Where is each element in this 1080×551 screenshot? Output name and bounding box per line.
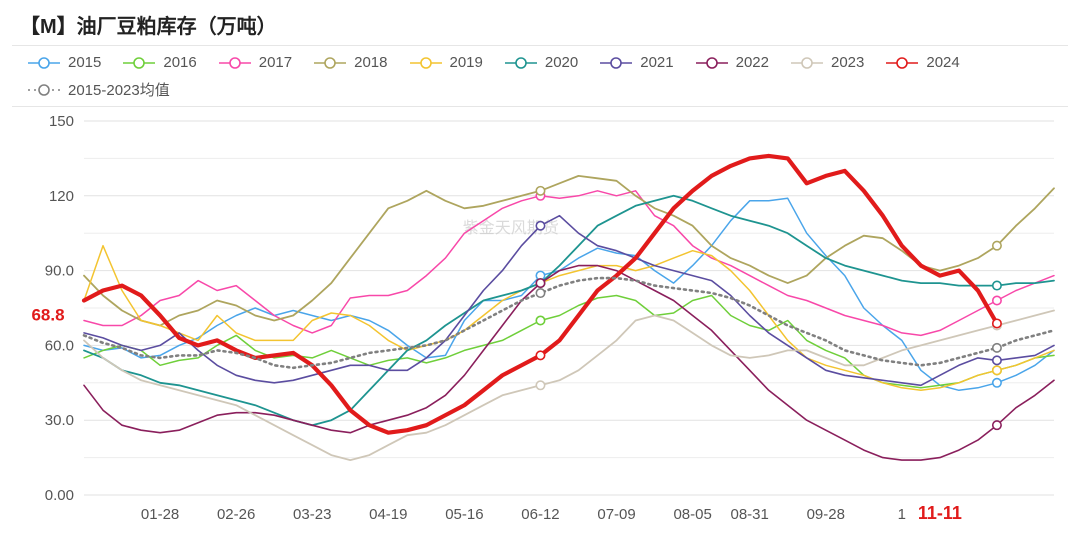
series-marker bbox=[993, 379, 1001, 387]
x-tick-label: 07-09 bbox=[597, 506, 635, 523]
legend-label-2024: 2024 bbox=[926, 54, 959, 71]
x-tick-label: 04-19 bbox=[369, 506, 407, 523]
y-tick-label: 0.00 bbox=[45, 487, 74, 504]
x-tick-label: 09-28 bbox=[807, 506, 845, 523]
x-tick-label: 08-31 bbox=[730, 506, 768, 523]
legend-swatch-2024 bbox=[886, 56, 918, 70]
y-tick-label: 30.0 bbox=[45, 412, 74, 429]
legend-item-2019[interactable]: 2019 bbox=[400, 50, 495, 75]
plot-area: 0.00 30.0 60.0 90.0 120 150 01-28 02-26 03-23 04-… bbox=[12, 107, 1068, 527]
series-marker bbox=[993, 319, 1001, 327]
legend-swatch-2022 bbox=[696, 56, 728, 70]
legend-label-2018: 2018 bbox=[354, 54, 387, 71]
legend-label-2017: 2017 bbox=[259, 54, 292, 71]
legend-item-2021[interactable]: 2021 bbox=[590, 50, 685, 75]
legend-swatch-2017 bbox=[219, 56, 251, 70]
legend-label-2021: 2021 bbox=[640, 54, 673, 71]
x-tick-label: 01-28 bbox=[141, 506, 179, 523]
legend-label-2015: 2015 bbox=[68, 54, 101, 71]
legend-item-2020[interactable]: 2020 bbox=[495, 50, 590, 75]
series-avg bbox=[84, 278, 1054, 368]
legend-swatch-2021 bbox=[600, 56, 632, 70]
legend-swatch-2016 bbox=[123, 56, 155, 70]
legend-item-2018[interactable]: 2018 bbox=[304, 50, 399, 75]
legend-swatch-2019 bbox=[410, 56, 442, 70]
x-tick-label: 11-11 bbox=[918, 503, 962, 523]
series-marker bbox=[993, 241, 1001, 249]
legend-item-2023[interactable]: 2023 bbox=[781, 50, 876, 75]
series-marker bbox=[536, 351, 544, 359]
legend-swatch-2023 bbox=[791, 56, 823, 70]
series-marker bbox=[536, 222, 544, 230]
series-2022 bbox=[84, 266, 1054, 461]
x-tick-label: 08-05 bbox=[673, 506, 711, 523]
legend-item-avg[interactable]: 2015-2023均值 bbox=[18, 75, 182, 104]
x-tick-label: 02-26 bbox=[217, 506, 255, 523]
series-marker bbox=[536, 381, 544, 389]
x-tick-label: 05-16 bbox=[445, 506, 483, 523]
y-tick-label: 90.0 bbox=[45, 263, 74, 280]
series-marker bbox=[536, 289, 544, 297]
series-marker bbox=[993, 281, 1001, 289]
legend-label-2022: 2022 bbox=[736, 54, 769, 71]
legend-item-2016[interactable]: 2016 bbox=[113, 50, 208, 75]
legend-label-2023: 2023 bbox=[831, 54, 864, 71]
y-tick-label: 60.0 bbox=[45, 337, 74, 354]
series-2021 bbox=[84, 216, 1054, 386]
legend: 2015 2016 2017 2018 2019 2020 2021 2022 2023 2024… bbox=[12, 45, 1068, 107]
series-marker bbox=[993, 366, 1001, 374]
series-marker bbox=[536, 187, 544, 195]
legend-item-2015[interactable]: 2015 bbox=[18, 50, 113, 75]
x-tick-label: 1 bbox=[898, 506, 906, 523]
x-tick-label: 06-12 bbox=[521, 506, 559, 523]
legend-label-2016: 2016 bbox=[163, 54, 196, 71]
legend-label-2020: 2020 bbox=[545, 54, 578, 71]
legend-swatch-2015 bbox=[28, 56, 60, 70]
series-2023 bbox=[84, 311, 1054, 461]
legend-swatch-avg bbox=[28, 83, 60, 97]
series-marker bbox=[993, 421, 1001, 429]
series-marker bbox=[536, 316, 544, 324]
y-tick-label: 150 bbox=[49, 113, 74, 130]
series-marker bbox=[993, 296, 1001, 304]
chart-title: 【M】油厂豆粕库存（万吨） bbox=[12, 8, 1068, 45]
series-2017 bbox=[84, 191, 1054, 336]
x-tick-label: 03-23 bbox=[293, 506, 331, 523]
y-tick-label: 120 bbox=[49, 188, 74, 205]
series-2015 bbox=[84, 198, 1054, 390]
chart-root: 【M】油厂豆粕库存（万吨） 20152016201720182019202020… bbox=[0, 0, 1080, 551]
legend-item-2022[interactable]: 2022 bbox=[686, 50, 781, 75]
series-marker bbox=[993, 356, 1001, 364]
legend-swatch-2018 bbox=[314, 56, 346, 70]
end-value-label: 68.8 bbox=[31, 306, 64, 325]
legend-item-2024[interactable]: 2024 bbox=[876, 50, 971, 75]
plot-svg: 0.00 30.0 60.0 90.0 120 150 01-28 02-26 03-23 04-… bbox=[12, 107, 1068, 527]
series-marker bbox=[536, 279, 544, 287]
legend-label-avg: 2015-2023均值 bbox=[68, 79, 170, 100]
legend-label-2019: 2019 bbox=[450, 54, 483, 71]
legend-swatch-2020 bbox=[505, 56, 537, 70]
series-marker bbox=[993, 344, 1001, 352]
legend-item-2017[interactable]: 2017 bbox=[209, 50, 304, 75]
series-2016 bbox=[84, 296, 1054, 388]
